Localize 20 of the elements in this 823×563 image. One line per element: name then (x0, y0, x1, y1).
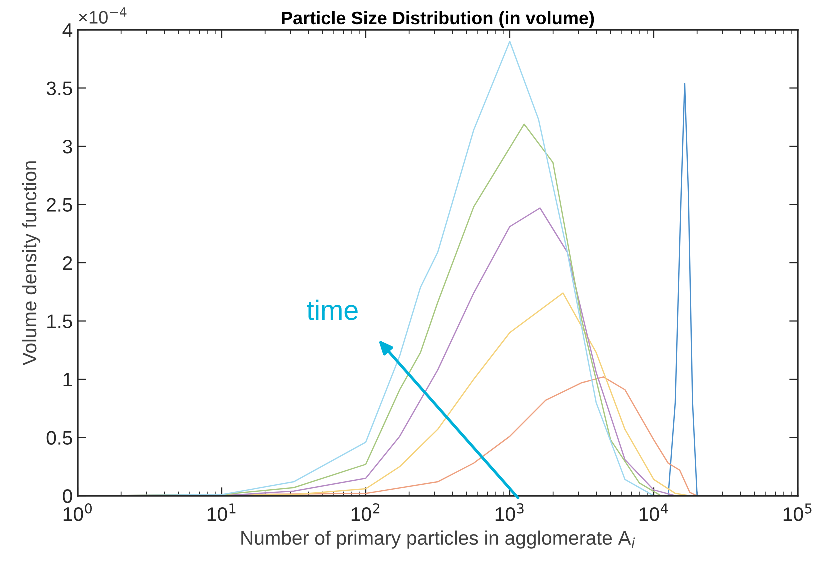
x-tick-label: 10$^{4}$ (640, 504, 668, 522)
y-tick-label: 1.5 (48, 314, 72, 328)
y-tick-label: 0 (63, 489, 72, 504)
annotation: time (307, 300, 358, 320)
y-tick-label: 2.5 (47, 198, 72, 212)
x-tick-label: 10$^{2}$ (352, 504, 380, 522)
y-tick-label: 2 (63, 256, 72, 270)
x-tick-label: 10$^{3}$ (496, 504, 524, 522)
y-tick-label: 0.5 (46, 431, 72, 445)
y-tick-label: 1 (64, 373, 72, 387)
y-axis-title: Volume density function (22, 162, 41, 366)
y-tick-label: 4 (62, 24, 73, 38)
x-tick-label: 10$^{5}$ (784, 504, 812, 522)
y-tick-label: 3 (63, 140, 72, 154)
text: ×10$^{−4}$ (79, 8, 127, 24)
x-tick-label: 10$^{1}$ (208, 504, 236, 522)
x-axis-title: Number of primary particles in agglomerate A$_{i}$ (242, 530, 636, 549)
chart-title: Particle Size Distribution (in volume) (282, 11, 594, 28)
x-tick-label: 10$^{0}$ (64, 504, 92, 522)
y-tick-label: 3.5 (46, 82, 72, 96)
